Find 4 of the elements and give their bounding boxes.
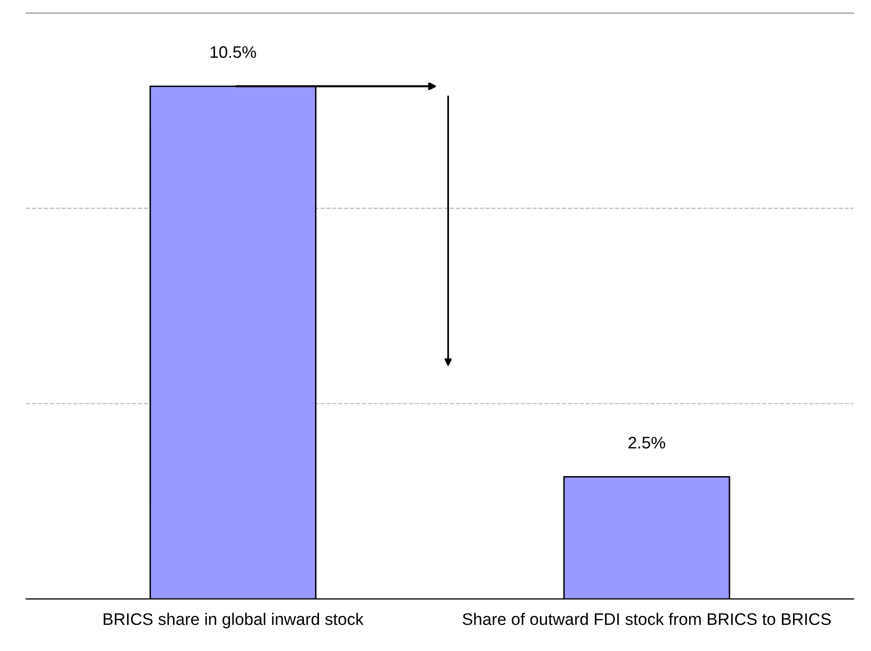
x-tick-label: Share of outward FDI stock from BRICS to BRICS bbox=[462, 612, 831, 626]
data-label: 2.5% bbox=[628, 436, 666, 449]
x-tick-label: BRICS share in global inward stock bbox=[104, 612, 364, 628]
data-label: 10.5% bbox=[210, 46, 256, 58]
